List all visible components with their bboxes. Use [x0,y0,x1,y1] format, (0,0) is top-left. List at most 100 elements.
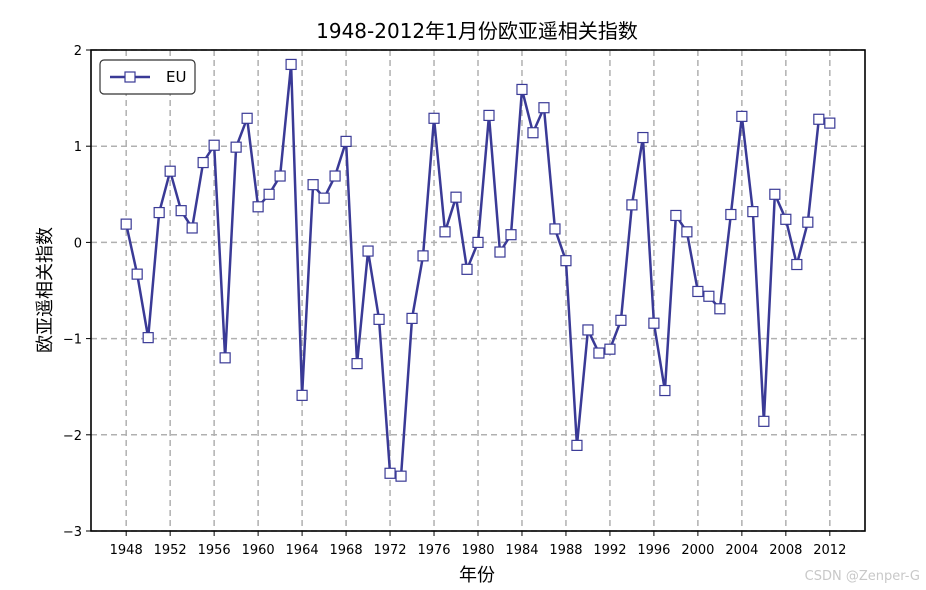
series-group [120,58,836,482]
data-point [824,117,836,129]
y-tick-label: 1 [74,140,82,155]
watermark: CSDN @Zenper-G [804,569,920,584]
data-point [582,324,594,336]
data-point [692,285,704,298]
y-tick-label: −2 [63,429,82,444]
data-point [219,352,231,364]
data-point [736,110,748,122]
chart-title: 1948-2012年1月份欧亚遥相关指数 [316,19,638,43]
x-axis-label: 年份 [459,565,495,586]
data-point [758,415,770,427]
data-point [428,112,440,124]
data-point [340,135,352,147]
data-point [241,112,253,124]
data-point [780,213,792,225]
data-point [373,313,385,325]
data-point [362,245,374,257]
x-tick-label: 2000 [681,543,714,558]
data-point [516,83,528,96]
data-point [406,312,418,324]
x-tick-label: 2012 [813,543,846,558]
y-tick-label: 2 [74,44,82,59]
data-point [802,216,814,228]
data-point [142,332,154,344]
data-point [626,199,638,211]
x-tick-label: 1980 [461,543,494,558]
data-point [208,139,220,151]
data-point [186,222,198,234]
legend-label-eu: EU [166,68,186,86]
x-axis: 1948 1952 1956 1960 1964 1968 1972 1976 1980 1984… [110,531,846,558]
data-point [681,226,693,238]
x-tick-label: 1956 [198,543,231,558]
data-point [769,188,781,200]
data-point [593,347,605,359]
data-point [670,209,682,222]
data-point [131,268,143,280]
data-point [461,263,473,275]
x-tick-label: 1968 [330,543,363,558]
x-tick-label: 2008 [769,543,802,558]
data-point [604,343,616,355]
x-tick-label: 1992 [593,543,626,558]
y-axis: 2 1 0 −1 −2 −3 [63,44,91,540]
data-point [791,258,803,271]
data-point [274,170,286,182]
x-tick-label: 1976 [417,543,450,558]
y-axis-label: 欧亚遥相关指数 [35,227,56,353]
y-tick-label: 0 [74,236,82,251]
data-point [307,179,319,191]
data-point [164,165,176,177]
data-point [230,141,242,153]
data-point [197,156,209,169]
x-tick-label: 1988 [549,543,582,558]
data-point [285,58,297,71]
y-tick-label: −1 [63,333,82,348]
x-tick-label: 1948 [110,543,143,558]
data-point [472,236,484,248]
data-point [329,170,341,182]
data-point [637,131,649,144]
data-point [813,113,825,125]
data-point [494,246,506,258]
x-tick-label: 1960 [242,543,275,558]
data-point [538,102,550,114]
data-point [615,314,627,326]
data-point [175,205,187,217]
data-point [263,188,275,200]
y-tick-label: −3 [63,525,82,540]
data-point [153,206,165,219]
x-tick-label: 1984 [505,543,538,558]
data-point [351,358,363,370]
data-point [417,250,429,262]
x-tick-label: 1996 [637,543,670,558]
data-point [703,290,715,302]
data-point [549,223,561,235]
data-point [648,317,660,329]
x-tick-label: 1972 [373,543,406,558]
data-point [439,226,451,238]
x-tick-label: 1964 [286,543,319,558]
x-tick-label: 2004 [725,543,758,558]
data-point [659,384,671,397]
data-point [252,201,264,213]
data-point [120,218,132,230]
data-point [450,191,462,203]
data-point [505,229,517,241]
x-tick-label: 1952 [154,543,187,558]
data-point [483,109,495,122]
data-point [725,208,737,221]
data-point [571,439,583,451]
data-point [296,389,308,401]
data-point [318,192,330,204]
data-point [747,206,759,218]
data-point [384,467,396,479]
legend-marker-eu [124,71,136,83]
data-point [395,470,407,482]
legend: EU [99,59,196,95]
data-point [560,255,572,267]
data-point [714,303,726,315]
data-point [527,127,539,139]
